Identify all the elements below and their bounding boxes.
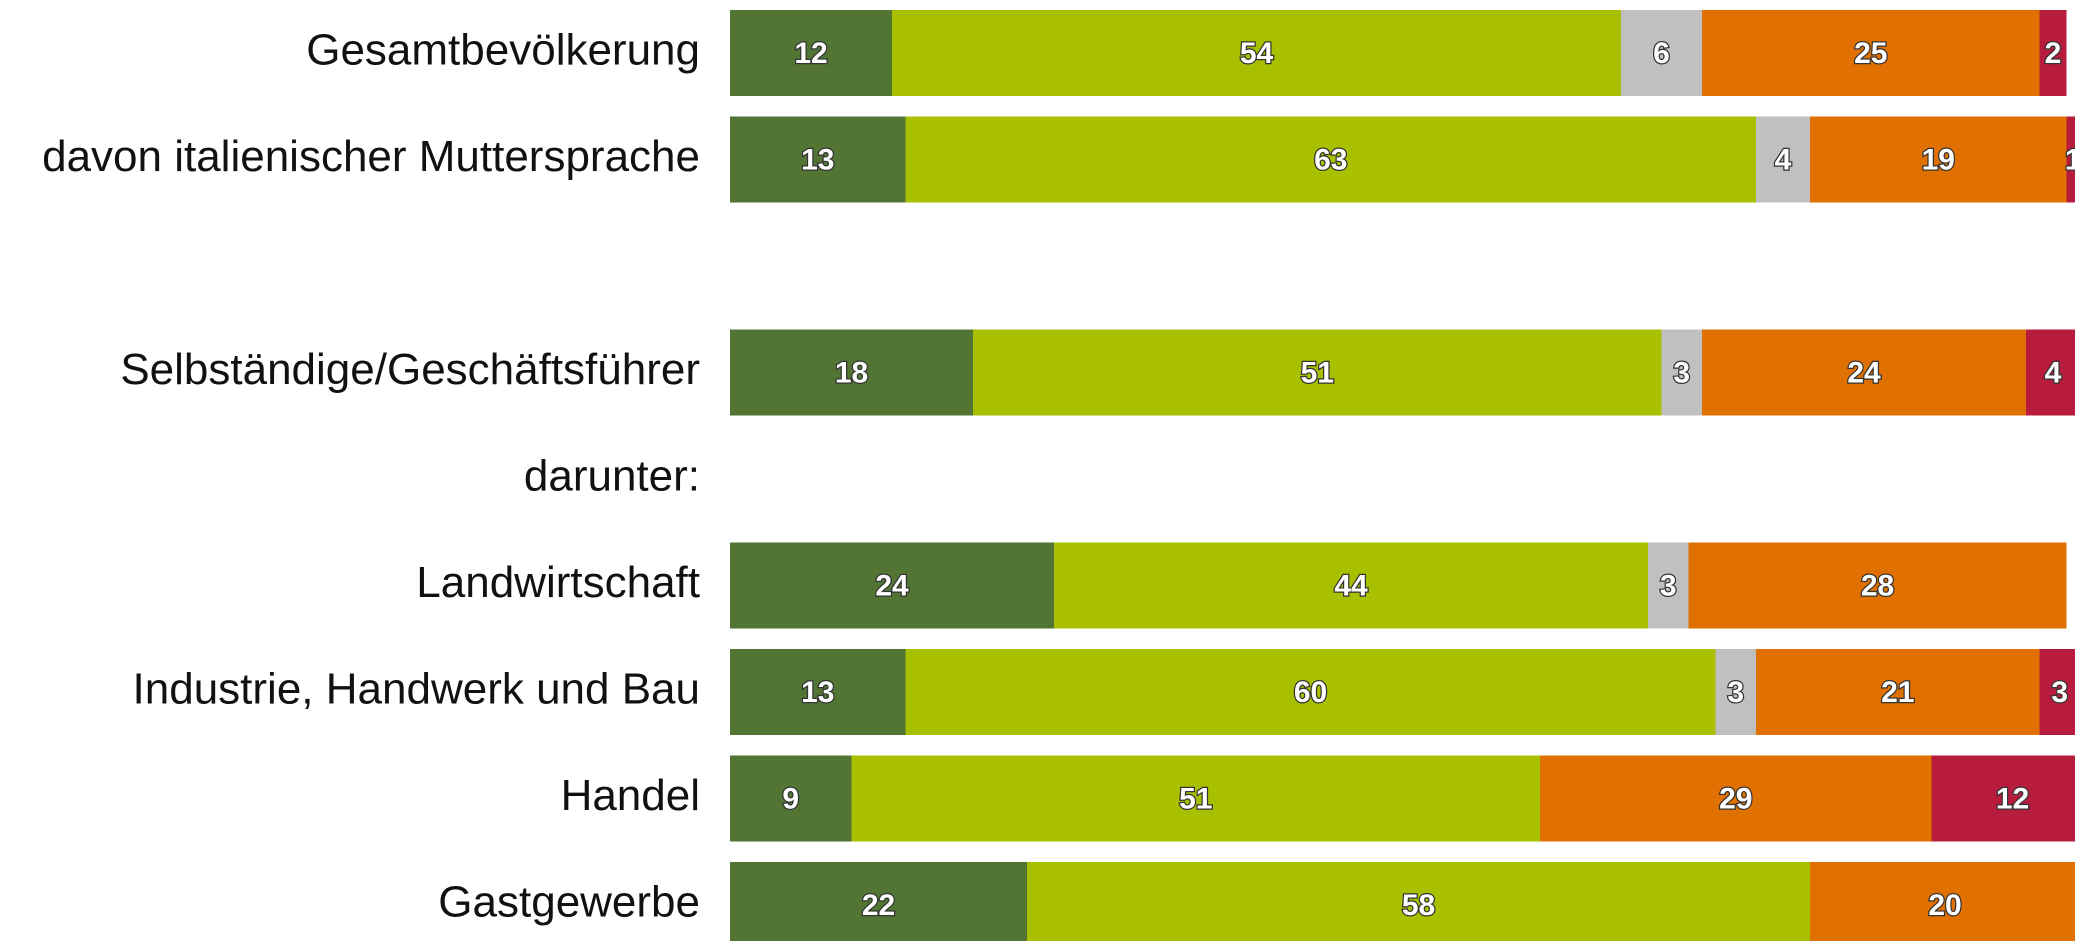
value-label: 12	[794, 37, 827, 70]
value-label: 3	[1673, 356, 1690, 389]
bar-segment	[1810, 862, 2075, 941]
value-label: 3	[2051, 676, 2068, 709]
value-label: 51	[1301, 356, 1334, 389]
value-label: 51	[1179, 782, 1212, 815]
bar-segment	[730, 649, 906, 735]
bar-segment	[1702, 10, 2040, 96]
bar-segment	[2039, 10, 2067, 96]
value-label: 24	[875, 569, 909, 602]
bar-segment	[730, 116, 906, 203]
bar-segment	[1688, 542, 2067, 629]
bar-segment	[892, 10, 1621, 96]
value-label: 3	[1727, 676, 1744, 709]
bar-segment	[1027, 862, 1810, 941]
bar-segment	[1810, 116, 2067, 203]
value-label: 60	[1294, 676, 1327, 709]
value-label: 20	[1928, 889, 1961, 922]
bar-segment	[2039, 649, 2075, 735]
value-label: 54	[1240, 37, 1274, 70]
value-label: 58	[1402, 889, 1435, 922]
value-label: 13	[801, 676, 834, 709]
category-label: darunter:	[524, 452, 700, 501]
bar-segment	[1756, 116, 1810, 203]
value-label: 22	[862, 889, 895, 922]
value-label: 1	[2065, 143, 2075, 176]
bar-segment	[1648, 542, 1689, 629]
value-label: 12	[1996, 782, 2029, 815]
value-label: 29	[1719, 782, 1752, 815]
category-label: davon italienischer Muttersprache	[42, 132, 700, 181]
bar-segment	[1702, 329, 2026, 416]
value-label: 24	[1847, 356, 1881, 389]
category-label: Handel	[561, 771, 700, 820]
category-label: Selbständige/Geschäftsführer	[120, 345, 700, 394]
value-label: 4	[2045, 356, 2062, 389]
bar-segment	[730, 329, 973, 416]
category-label: Landwirtschaft	[416, 558, 700, 607]
value-label: 4	[1775, 143, 1792, 176]
value-label: 19	[1922, 143, 1955, 176]
value-label: 3	[1660, 569, 1677, 602]
bar-segment	[1540, 755, 1932, 842]
bar-segment	[1931, 755, 2075, 842]
value-label: 63	[1314, 143, 1347, 176]
bar-segment	[1756, 649, 2040, 735]
category-label: Industrie, Handwerk und Bau	[133, 665, 700, 714]
category-label: Gastgewerbe	[438, 878, 700, 927]
bar-segment	[730, 542, 1054, 629]
value-label: 28	[1861, 569, 1894, 602]
bar-segment	[2066, 116, 2075, 203]
value-label: 2	[2045, 37, 2062, 70]
value-label: 13	[801, 143, 834, 176]
bar-segment	[905, 116, 1756, 203]
bar-segment	[1661, 329, 1702, 416]
value-label: 18	[835, 356, 868, 389]
value-label: 6	[1653, 37, 1670, 70]
category-label: Gesamtbevölkerung	[306, 26, 700, 75]
bar-segment	[905, 649, 1716, 735]
value-label: 44	[1334, 569, 1368, 602]
bar-segment	[973, 329, 1662, 416]
bar-segment	[1715, 649, 1756, 735]
bar-segment	[1054, 542, 1648, 629]
bar-segment	[730, 755, 852, 842]
bar-segment	[730, 862, 1027, 941]
bar-segment	[1621, 10, 1702, 96]
bar-segment	[851, 755, 1540, 842]
value-label: 21	[1881, 676, 1914, 709]
bar-segment	[730, 10, 892, 96]
value-label: 25	[1854, 37, 1887, 70]
value-label: 9	[782, 782, 799, 815]
bar-segment	[2026, 329, 2075, 416]
